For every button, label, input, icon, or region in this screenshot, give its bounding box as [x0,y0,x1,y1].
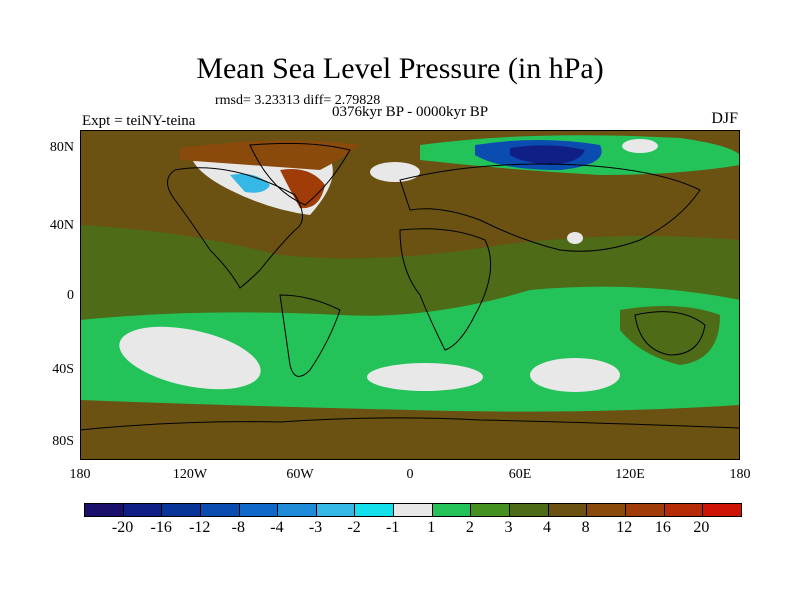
legend-swatch [200,504,240,516]
asia-white-patch [567,232,583,244]
siberia-dark-blue-core [510,145,585,165]
legend-label: -4 [270,519,284,536]
legend-swatch [162,504,201,516]
period-text: 0376kyr BP - 0000kyr BP [331,104,489,120]
lon-label: 60E [508,467,532,482]
legend-label: 4 [543,519,552,536]
legend-label: -12 [189,519,211,536]
pressure-map [80,130,740,460]
legend-swatch [664,504,704,516]
lon-label: 180 [69,467,91,482]
lon-label: 0 [406,467,414,482]
lat-label: 40S [52,362,74,377]
south-america-outline [279,294,341,377]
lat-label: 0 [67,288,74,303]
legend-swatch [278,504,317,516]
australia-olive-patch [620,306,720,365]
legend-swatch [239,504,279,516]
legend-swatch [123,504,163,516]
legend-label: -20 [111,519,134,536]
greenland-outline [249,142,351,206]
legend-label: 16 [654,519,671,536]
legend-swatch [355,504,395,516]
legend-swatch [85,504,124,516]
africa-outline [399,228,492,351]
indian-ocean-white-patch [530,358,620,392]
north-america-outline [167,167,303,289]
greenland-cyan-region [230,173,270,193]
legend-swatch [432,504,472,516]
legend-label: -2 [347,519,361,536]
south-pacific-white-patch [119,326,261,390]
legend-swatch [316,504,356,516]
legend-swatch [703,504,741,516]
legend-label: -1 [386,519,400,536]
scandinavia-white-patch [370,162,420,182]
plot-title: Mean Sea Level Pressure (in hPa) [196,52,604,85]
lon-label: 180 [729,467,751,482]
legend-label: 8 [581,519,590,536]
legend-swatch [625,504,665,516]
lon-label: 120E [615,467,645,482]
canada-rust-region [180,140,360,170]
lat-label: 80S [52,434,74,449]
legend-swatch [510,504,549,516]
color-legend [84,503,742,517]
north-atlantic-red-region [280,169,325,209]
australia-outline [634,311,706,356]
legend-swatch [548,504,588,516]
legend-label: 3 [504,519,513,536]
stats-text: rmsd= 3.23313 diff= 2.79828 [215,93,381,108]
eurasia-outline [399,163,701,252]
legend-swatch [587,504,626,516]
experiment-label: Expt = teiNY-teina [82,113,196,129]
lat-label: 40N [49,218,74,233]
east-siberia-white-patch [622,139,658,153]
coastlines [80,142,740,431]
legend-label: 12 [616,519,633,536]
legend-label: -3 [308,519,323,536]
lon-label: 120W [172,467,208,482]
legend-swatch [394,504,433,516]
legend-label: -16 [150,519,172,536]
legend-label: -8 [231,519,245,536]
antarctica-outline [80,417,740,431]
map-frame [80,130,740,460]
lon-label: 60W [286,467,314,482]
legend-swatch [471,504,511,516]
season-label: DJF [711,110,738,127]
legend-label: 1 [427,519,436,536]
legend-label: 2 [465,519,474,536]
south-atlantic-white-patch [367,363,483,391]
legend-label: 20 [693,519,710,536]
lat-label: 80N [49,140,74,155]
